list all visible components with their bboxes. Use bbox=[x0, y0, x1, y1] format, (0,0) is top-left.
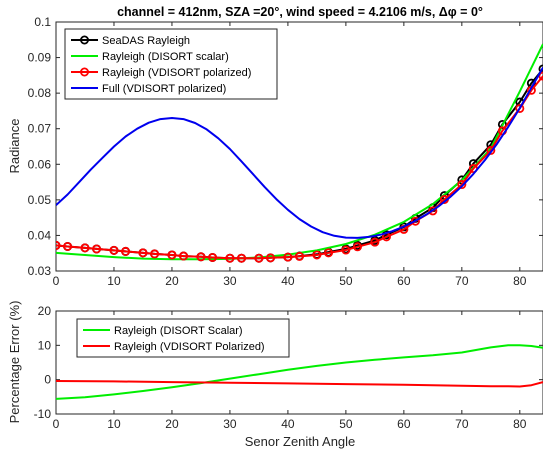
radiance-ticks: 0 10 20 30 40 50 60 70 80 0.03 0.04 0.05 0.06 0.07 0.0… bbox=[28, 15, 543, 288]
error-x-tick-label: 10 bbox=[107, 417, 121, 431]
radiance-series-point bbox=[56, 240, 61, 250]
error-x-tick-label: 70 bbox=[455, 417, 469, 431]
radiance-x-tick-label: 80 bbox=[513, 274, 527, 288]
error-legend-box bbox=[76, 318, 290, 358]
radiance-series-point bbox=[457, 180, 467, 190]
radiance-legend-label: Rayleigh (DISORT scalar) bbox=[102, 51, 229, 63]
radiance-series-point bbox=[283, 252, 293, 262]
radiance-series-point bbox=[538, 64, 543, 74]
radiance-series-point bbox=[121, 246, 131, 256]
radiance-series-point bbox=[138, 248, 148, 258]
radiance-series-point bbox=[237, 253, 247, 263]
error-series-line-1 bbox=[56, 380, 543, 388]
error-series-line-0 bbox=[56, 344, 543, 400]
radiance-series-point bbox=[266, 253, 276, 263]
error-y-tick-label: 20 bbox=[38, 304, 52, 318]
radiance-y-tick-label: 0.09 bbox=[28, 51, 52, 65]
radiance-legend-box bbox=[64, 28, 278, 100]
radiance-series-point bbox=[323, 248, 333, 258]
radiance-series bbox=[56, 43, 543, 263]
radiance-series-point bbox=[341, 245, 351, 255]
radiance-series-point bbox=[254, 253, 264, 263]
radiance-series-point bbox=[80, 243, 90, 253]
error-legend-label: Rayleigh (DISORT Scalar) bbox=[114, 325, 243, 337]
error-y-axis-label: Percentage Error (%) bbox=[7, 301, 22, 424]
radiance-series-point bbox=[63, 241, 73, 251]
radiance-x-tick-label: 30 bbox=[223, 274, 237, 288]
radiance-chart-title: channel = 412nm, SZA =20°, wind speed = … bbox=[117, 5, 483, 19]
radiance-y-tick-label: 0.06 bbox=[28, 157, 52, 171]
error-series bbox=[56, 344, 543, 400]
radiance-series-line-3 bbox=[56, 67, 543, 239]
error-y-tick-label: -10 bbox=[34, 407, 52, 421]
error-x-tick-label: 50 bbox=[339, 417, 353, 431]
radiance-x-tick-label: 20 bbox=[165, 274, 179, 288]
radiance-x-tick-label: 40 bbox=[281, 274, 295, 288]
radiance-y-tick-label: 0.07 bbox=[28, 122, 52, 136]
radiance-series-point bbox=[225, 253, 235, 263]
radiance-y-axis-label: Radiance bbox=[7, 119, 22, 174]
radiance-series-point bbox=[352, 242, 362, 252]
radiance-legend-label: Full (VDISORT polarized) bbox=[102, 83, 226, 95]
radiance-x-tick-label: 60 bbox=[397, 274, 411, 288]
radiance-series-point bbox=[486, 145, 496, 155]
radiance-y-tick-label: 0.04 bbox=[28, 228, 52, 242]
error-y-tick-label: 10 bbox=[38, 338, 52, 352]
radiance-series-point bbox=[294, 251, 304, 261]
radiance-series-line-2 bbox=[56, 75, 543, 260]
radiance-series-point bbox=[312, 250, 322, 260]
radiance-series-line-1 bbox=[56, 43, 543, 261]
radiance-series-point bbox=[410, 216, 420, 226]
radiance-panel: 0 10 20 30 40 50 60 70 80 0.03 0.04 0.05 0.06 0.07 0.0… bbox=[7, 5, 543, 288]
radiance-series-point bbox=[538, 71, 543, 81]
radiance-series-point bbox=[428, 206, 438, 216]
radiance-series-point bbox=[150, 249, 160, 259]
radiance-y-tick-label: 0.1 bbox=[34, 15, 51, 29]
radiance-y-tick-label: 0.08 bbox=[28, 86, 52, 100]
radiance-series-point bbox=[208, 252, 218, 262]
radiance-series-point bbox=[92, 244, 102, 254]
error-x-tick-label: 40 bbox=[281, 417, 295, 431]
error-x-tick-label: 60 bbox=[397, 417, 411, 431]
error-x-tick-label: 0 bbox=[53, 417, 60, 431]
radiance-x-tick-label: 50 bbox=[339, 274, 353, 288]
radiance-x-tick-label: 0 bbox=[53, 274, 60, 288]
radiance-series-point bbox=[196, 252, 206, 262]
error-x-tick-label: 20 bbox=[165, 417, 179, 431]
radiance-legend-label: Rayleigh (VDISORT polarized) bbox=[102, 67, 251, 79]
radiance-series-point bbox=[179, 251, 189, 261]
radiance-legend: SeaDAS Rayleigh Rayleigh (DISORT scalar) R… bbox=[64, 28, 278, 100]
radiance-y-tick-label: 0.05 bbox=[28, 193, 52, 207]
radiance-legend-label: SeaDAS Rayleigh bbox=[102, 35, 190, 47]
error-legend-label: Rayleigh (VDISORT Polarized) bbox=[114, 341, 265, 353]
error-y-tick-label: 0 bbox=[44, 373, 51, 387]
radiance-y-tick-label: 0.03 bbox=[28, 264, 52, 278]
error-x-tick-label: 30 bbox=[223, 417, 237, 431]
radiance-legend-marker bbox=[80, 35, 90, 45]
radiance-series-point bbox=[515, 103, 525, 113]
error-x-axis-label: Senor Zenith Angle bbox=[245, 434, 356, 449]
radiance-x-tick-label: 10 bbox=[107, 274, 121, 288]
radiance-series-point bbox=[109, 245, 119, 255]
radiance-legend-marker bbox=[80, 67, 90, 77]
error-x-tick-label: 80 bbox=[513, 417, 527, 431]
radiance-series-point bbox=[370, 237, 380, 247]
error-legend: Rayleigh (DISORT Scalar) Rayleigh (VDISOR… bbox=[76, 318, 290, 358]
radiance-series-point bbox=[167, 250, 177, 260]
radiance-x-tick-label: 70 bbox=[455, 274, 469, 288]
